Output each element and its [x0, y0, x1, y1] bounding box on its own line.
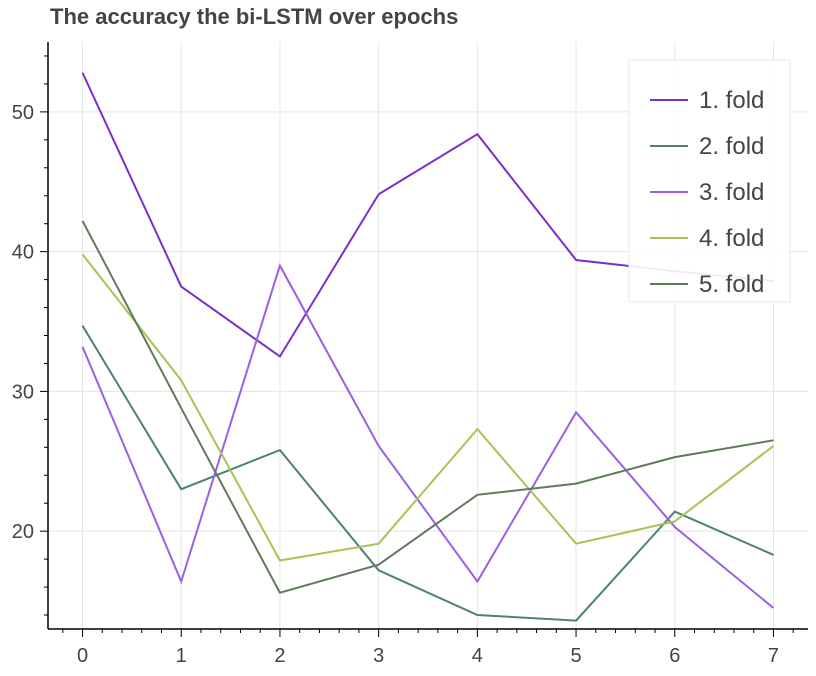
series-line-fold-3: [81, 263, 775, 609]
x-tick-label: 2: [274, 645, 285, 667]
x-tick-label: 4: [472, 645, 483, 667]
legend-label-fold-5: 5. fold: [699, 271, 764, 298]
legend-label-fold-2: 2. fold: [699, 133, 764, 160]
x-tick-label: 1: [176, 645, 187, 667]
legend: 1. fold 2. fold 3. fold 4. fold 5. fold: [628, 59, 791, 303]
x-tick-label: 5: [570, 645, 581, 667]
x-tick-label: 7: [768, 645, 779, 667]
y-tick-label: 30: [12, 381, 34, 403]
series-line-fold-2: [81, 325, 774, 622]
legend-label-fold-1: 1. fold: [699, 87, 764, 114]
grid: [48, 42, 808, 629]
series-line-fold-4: [81, 253, 775, 562]
y-tick-label: 20: [12, 521, 34, 543]
chart-title: The accuracy the bi-LSTM over epochs: [50, 4, 459, 29]
axes: 20 30 40 50 0 1 2 3 4 5 6 7: [12, 42, 808, 667]
x-tick-label: 3: [373, 645, 384, 667]
legend-label-fold-4: 4. fold: [699, 225, 764, 252]
series-line-fold-5: [81, 220, 774, 594]
x-tick-label: 6: [669, 645, 680, 667]
legend-label-fold-3: 3. fold: [699, 179, 764, 206]
x-tick-label: 0: [77, 645, 88, 667]
y-tick-label: 40: [12, 242, 34, 264]
y-tick-label: 50: [12, 102, 34, 124]
